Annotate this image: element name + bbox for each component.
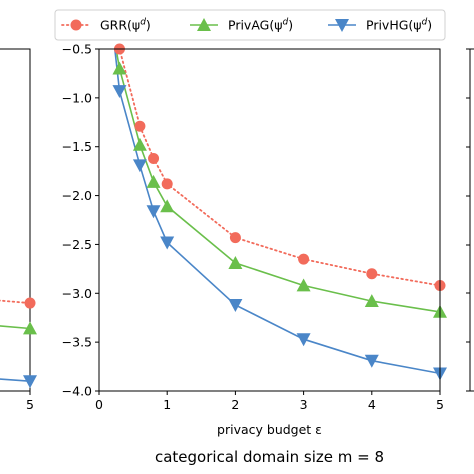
x-tick-label: 5 [436, 397, 444, 412]
legend-label-main: GRR(ψ [100, 18, 140, 33]
left-panel-ticks: 5 [26, 391, 34, 412]
data-point-hg [132, 159, 147, 173]
data-point-ag [132, 137, 147, 151]
x-tick-label: 2 [231, 397, 239, 412]
legend-label-main: PrivHG(ψ [366, 18, 422, 33]
y-tick-label: −4.0 [62, 384, 92, 399]
legend-label-main: PrivAG(ψ [228, 18, 282, 33]
data-point-hg [296, 333, 311, 347]
y-tick-label: −3.5 [62, 335, 92, 350]
data-point-grr [366, 268, 378, 280]
data-point-hg [146, 205, 161, 219]
y-tick-label: −1.5 [62, 139, 92, 154]
y-axis-ticks: −0.5 −1.0 −1.5 −2.0 −2.5 −3.0 −3.5 −4.0 [62, 42, 99, 399]
left-series-line-ag [0, 325, 31, 330]
series-line-hg [113, 49, 440, 375]
legend-label-hg: PrivHG(ψd) [366, 18, 432, 33]
data-point-hg [112, 85, 127, 99]
legend-marker-grr [70, 19, 82, 31]
x-tick-label: 1 [163, 397, 171, 412]
x-tick-label: 3 [300, 397, 308, 412]
left-series-line-hg [0, 378, 31, 382]
left-series-line-grr [0, 299, 31, 304]
x-axis-ticks: 0 1 2 3 4 5 [95, 391, 444, 412]
legend-label-superscript: d [282, 18, 288, 28]
legend-label-tail: ) [427, 18, 432, 33]
x-tick-label: 0 [95, 397, 103, 412]
legend-label-grr: GRR(ψd) [100, 18, 151, 33]
data-point-grr [229, 232, 241, 244]
left-partial-panel: 5 [0, 48, 37, 412]
y-tick-label: −0.5 [62, 42, 92, 57]
series-line-grr [118, 49, 440, 287]
data-point-ag [364, 294, 379, 308]
legend-label-tail: ) [288, 18, 293, 33]
left-data-point-hg [23, 375, 37, 389]
main-panel-series [113, 49, 440, 375]
y-tick-label: −3.0 [62, 286, 92, 301]
data-point-hg [228, 299, 243, 313]
y-tick-label: −2.0 [62, 188, 92, 203]
left-data-point-grr [24, 297, 36, 309]
legend-marker-hg [335, 19, 349, 32]
data-point-grr [161, 178, 173, 190]
legend-label-superscript: d [422, 18, 428, 28]
left-x-tick-label: 5 [26, 397, 34, 412]
data-point-hg [364, 354, 379, 368]
data-point-grr [148, 152, 160, 164]
y-tick-label: −1.0 [62, 90, 92, 105]
data-point-ag [296, 278, 311, 292]
legend-marker-ag [197, 18, 211, 31]
data-point-ag [112, 61, 127, 75]
data-point-grr [298, 253, 310, 265]
left-data-point-ag [23, 321, 37, 335]
legend-label-tail: ) [146, 18, 151, 33]
data-point-ag [146, 174, 161, 188]
series-line-ag [115, 49, 440, 313]
legend-frame [54, 9, 446, 41]
main-panel-frame [98, 48, 441, 392]
left-panel-frame [0, 48, 31, 392]
data-point-grr [134, 120, 146, 132]
data-point-ag [228, 255, 243, 269]
x-tick-label: 4 [368, 397, 376, 412]
data-point-ag [160, 199, 175, 213]
x-axis-title: privacy budget ε [217, 422, 322, 437]
legend-label-superscript: d [140, 18, 146, 28]
right-partial-panel [466, 48, 474, 392]
main-panel-markers [112, 43, 447, 381]
left-panel-series [0, 297, 37, 389]
data-point-hg [160, 236, 175, 250]
legend: GRR(ψd) PrivAG(ψd) PrivHG(ψd) [54, 9, 446, 41]
chart-caption: categorical domain size m = 8 [155, 448, 384, 466]
legend-items: GRR(ψd) PrivAG(ψd) PrivHG(ψd) [61, 18, 432, 33]
legend-label-ag: PrivAG(ψd) [228, 18, 293, 33]
y-tick-label: −2.5 [62, 237, 92, 252]
